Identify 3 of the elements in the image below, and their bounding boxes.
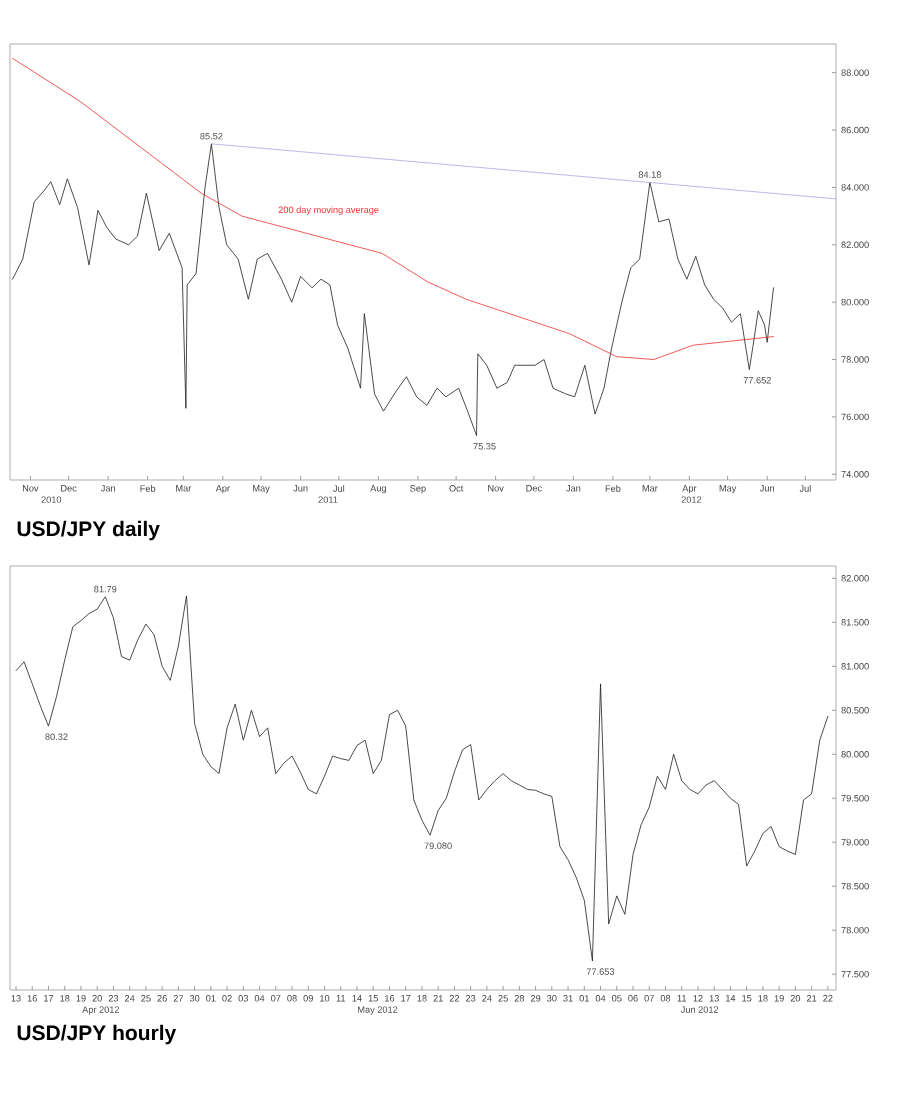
text: USD/JPY daily — [17, 520, 160, 541]
text: USD/JPY hourly — [17, 1024, 177, 1045]
line-series — [12, 57, 774, 360]
